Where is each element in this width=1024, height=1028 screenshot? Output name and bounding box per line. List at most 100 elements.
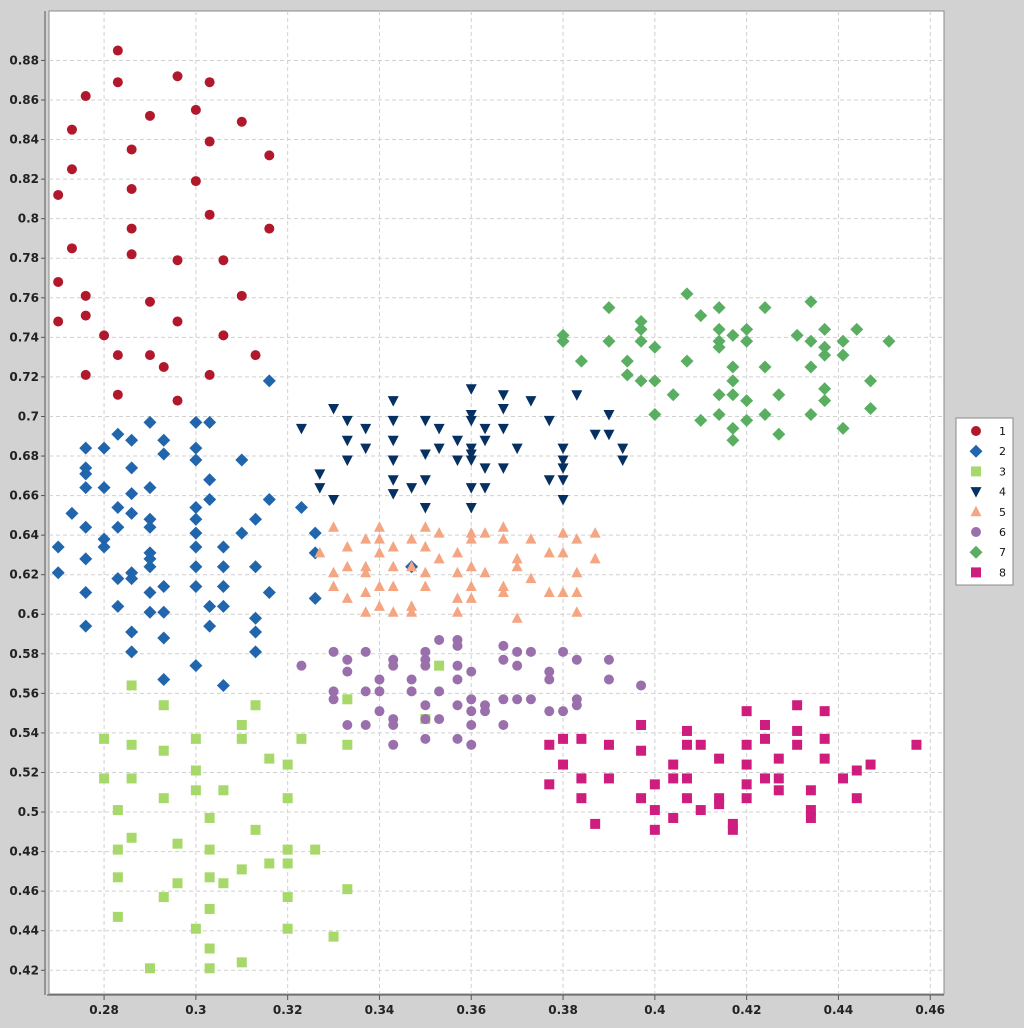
series-5-point: [433, 527, 445, 538]
series-2-point: [189, 526, 203, 540]
series-7-point: [712, 301, 726, 315]
series-5-point: [373, 580, 385, 592]
series-8-point: [760, 733, 770, 744]
series-1-point: [66, 243, 77, 254]
series-4-point: [451, 435, 463, 447]
y-tick-label: 0.5: [18, 805, 39, 819]
legend-marker-7: [969, 545, 983, 559]
series-2-point: [203, 415, 217, 429]
series-2-point: [143, 585, 157, 599]
series-1-point: [53, 316, 64, 327]
series-8-point: [805, 785, 816, 796]
series-1-points: [53, 45, 275, 406]
series-6-point: [342, 654, 353, 665]
series-5-point: [589, 527, 601, 538]
series-2-point: [111, 520, 125, 534]
x-tick-label: 0.44: [824, 1003, 854, 1017]
y-tick-label: 0.62: [9, 568, 39, 582]
y-tick-label: 0.42: [9, 963, 39, 977]
series-8-point: [792, 700, 803, 711]
series-7-point: [712, 322, 726, 336]
series-4-point: [387, 475, 399, 486]
series-7-point: [740, 322, 754, 336]
series-2-point: [65, 506, 79, 520]
series-4-point: [497, 390, 509, 401]
series-2-point: [143, 415, 157, 429]
series-8-point: [558, 733, 569, 744]
series-5-point: [360, 566, 372, 578]
series-8-point: [773, 785, 784, 796]
series-4-point: [419, 449, 431, 461]
series-4-point: [497, 404, 509, 415]
series-6-point: [388, 720, 399, 731]
series-6-point: [360, 720, 371, 731]
series-2-points: [51, 374, 419, 692]
series-2-point: [125, 645, 139, 659]
legend-marker-8: [971, 567, 981, 578]
series-2-point: [143, 520, 157, 534]
series-4-point: [557, 443, 569, 455]
legend-label-3: 3: [999, 465, 1006, 478]
series-6-point: [434, 686, 445, 697]
legend-marker-5: [970, 505, 982, 517]
data-points: [51, 45, 922, 974]
series-8-point: [649, 824, 660, 835]
legend: 1 2 3 4 5 6 7 8: [955, 417, 1014, 586]
series-6-point: [388, 660, 399, 671]
series-8-point: [714, 793, 725, 804]
series-3-point: [190, 785, 201, 796]
series-8-point: [649, 779, 660, 790]
series-6-point: [406, 686, 417, 697]
series-2-point: [51, 566, 65, 580]
series-2-point: [125, 461, 139, 475]
series-4-point: [295, 423, 307, 435]
series-3-point: [126, 739, 137, 750]
series-4-point: [387, 415, 399, 427]
series-3-point: [204, 963, 215, 974]
x-tick-label: 0.36: [456, 1003, 486, 1017]
legend-marker-6: [971, 527, 981, 537]
series-4-point: [314, 483, 326, 494]
series-2-point: [143, 512, 157, 526]
series-2-point: [79, 481, 93, 495]
series-8-point: [668, 773, 679, 784]
series-2-point: [262, 493, 276, 507]
series-3-point: [236, 733, 247, 744]
series-3-point: [190, 765, 201, 776]
axes: [44, 11, 944, 996]
series-6-point: [466, 694, 477, 705]
series-5-point: [433, 552, 445, 564]
series-6-point: [544, 706, 555, 717]
series-6-point: [603, 654, 614, 665]
series-7-point: [694, 309, 708, 323]
legend-marker-2: [969, 444, 983, 458]
plot-area: [48, 10, 945, 995]
y-tick-label: 0.82: [9, 172, 39, 186]
y-tick-label: 0.66: [9, 489, 39, 503]
series-2-point: [249, 645, 263, 659]
series-1-point: [264, 150, 275, 161]
series-7-point: [694, 413, 708, 427]
series-3-point: [264, 858, 275, 869]
series-5-point: [360, 586, 372, 597]
series-7-point: [836, 348, 850, 362]
series-2-point: [125, 625, 139, 639]
series-2-point: [203, 473, 217, 487]
series-7-point: [804, 334, 818, 348]
series-2-point: [79, 619, 93, 633]
series-8-point: [636, 720, 647, 731]
series-2-point: [79, 520, 93, 534]
series-2-point: [262, 585, 276, 599]
series-2-point: [216, 540, 230, 554]
x-tick-label: 0.38: [548, 1003, 578, 1017]
series-5-point: [511, 612, 523, 623]
series-7-point: [804, 407, 818, 421]
y-tick-label: 0.84: [9, 133, 39, 147]
series-1-point: [99, 330, 110, 341]
series-5-point: [589, 552, 601, 564]
series-6-point: [388, 739, 399, 750]
series-7-point: [680, 354, 694, 368]
series-1-point: [264, 223, 275, 234]
series-6-point: [452, 660, 463, 671]
series-5-point: [451, 546, 463, 558]
